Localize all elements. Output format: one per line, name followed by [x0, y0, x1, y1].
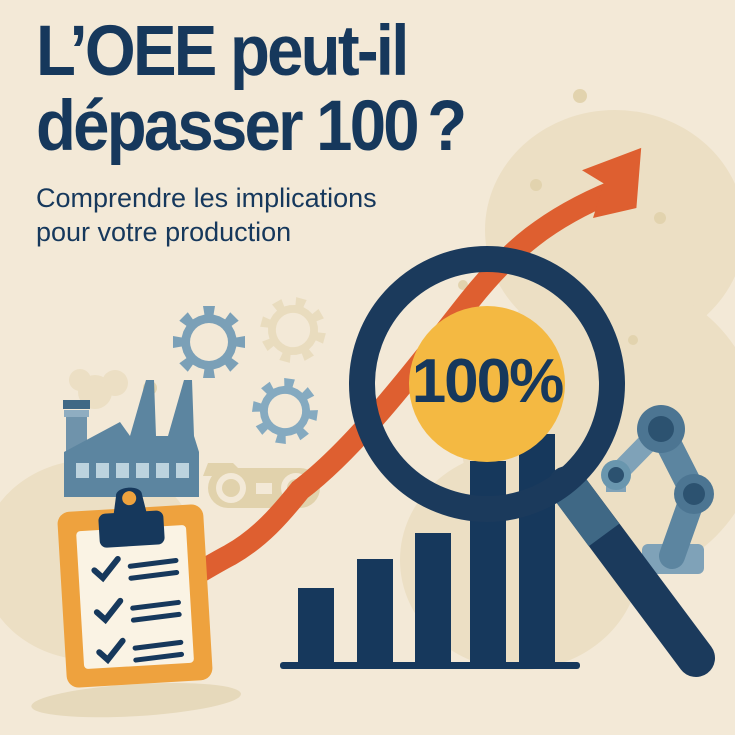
svg-text:100%: 100%	[412, 347, 563, 416]
